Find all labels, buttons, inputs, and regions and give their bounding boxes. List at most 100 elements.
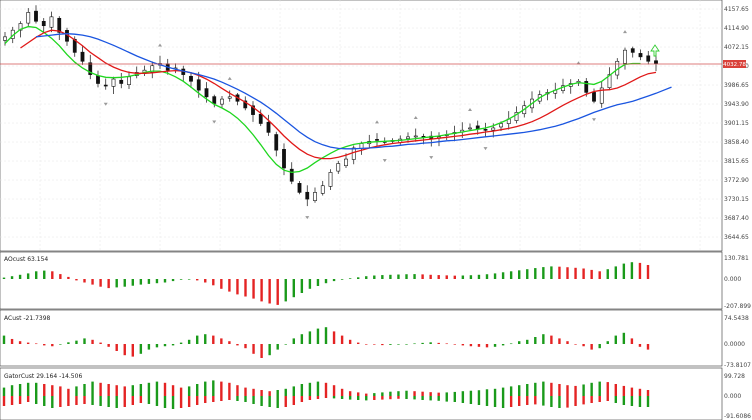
ac-bar [469,344,473,347]
ao-bar [646,265,650,279]
ac-bar [332,331,336,344]
candle [406,132,410,143]
ao-bar [340,279,344,280]
candle [80,46,85,65]
ao-bar [606,269,609,279]
gator-bar-lower [421,396,424,400]
ao-bar [187,279,191,280]
gator-bar-upper [75,386,78,396]
gator-axis-zero: 0.000 [724,393,741,400]
ao-bar [131,279,134,286]
candle [599,81,604,108]
gator-bar-upper [324,382,328,396]
gator-bar-upper [421,391,424,396]
gator-bar-lower [252,396,255,404]
ao-bar [550,266,553,279]
ao-bar [365,276,368,279]
gator-bar-lower [83,396,86,404]
ac-bar [373,344,376,345]
main-price-panel[interactable] [0,0,723,252]
ao-panel[interactable] [0,251,723,310]
gator-bar-upper [534,382,537,396]
ao-bar [123,279,126,287]
ac-bar [638,344,642,347]
price-axis-label: 4114.90 [724,25,749,32]
moving-average-lines [4,25,672,174]
candle [437,132,441,147]
gator-bar-upper [365,393,368,396]
ac-bar [493,344,497,347]
ao-bar [300,279,304,293]
gator-bar-upper [606,382,609,396]
gator-bar-lower [147,396,151,404]
price-axis-label: 3901.15 [724,120,749,127]
fractal-triangle-icon [592,118,596,122]
gator-bar-lower [526,396,529,405]
gator-bar-upper [614,384,617,396]
candle [274,131,279,157]
gator-bar-lower [550,396,553,407]
price-axis-label: 3943.90 [724,101,749,108]
ac-bar [139,344,143,354]
ac-bar [123,344,126,356]
gator-bar-lower [212,396,215,402]
gator-panel[interactable] [0,367,723,420]
ac-panel[interactable] [0,309,723,367]
candle [212,94,217,108]
candle [134,66,139,79]
fractal-triangle-icon [305,216,310,220]
ac-bar [518,341,521,344]
gator-bar-lower [340,396,344,399]
fractal-triangle-icon [429,156,434,160]
gator-bar-lower [139,396,143,403]
gator-bar-upper [131,385,134,396]
ao-bar [260,279,263,302]
ac-bar [91,339,94,344]
ac-bar [477,344,481,347]
ac-bar [115,344,118,351]
current-price-value: 4032.78 [723,62,746,68]
gator-bar-lower [268,396,271,407]
gator-bar-lower [324,396,328,398]
gator-bar-lower [163,396,167,408]
ao-bar [91,279,94,285]
ac-bar [389,344,392,345]
candle [320,180,325,196]
gator-bar-lower [220,396,223,401]
gator-bar-lower [43,396,46,406]
current-price-tag: 4032.78 [723,60,746,68]
price-axis-label: 3730.15 [724,196,749,203]
gator-bar-lower [308,396,312,400]
candle [111,76,116,94]
ac-bar [2,335,6,344]
gator-bar-lower [155,396,159,406]
ac-bar [485,344,489,348]
ao-bar [35,271,38,279]
gator-bar-lower [260,396,263,406]
ac-bar [131,344,134,357]
gator-bar-lower [332,396,336,399]
ac-bar [212,335,215,344]
fractal-triangle-icon [375,120,379,124]
ao-bar [324,279,328,284]
candle [328,169,333,190]
ao-bar [196,279,199,281]
gator-bar-lower [493,396,497,407]
gator-bar-upper [155,381,159,396]
candle [367,134,372,148]
ao-bar [373,275,376,279]
ao-bar [115,279,118,288]
gator-bar-upper [83,384,86,396]
ao-bar [421,274,424,279]
gator-bar-upper [413,391,416,396]
gator-bar-upper [598,381,601,396]
ac-bar [204,334,207,344]
gator-bar-upper [212,380,215,396]
gator-bar-upper [196,384,199,396]
gator-histogram [2,380,650,409]
gator-bar-upper [453,391,456,396]
ac-bar [630,338,634,344]
ao-bar [276,279,279,305]
